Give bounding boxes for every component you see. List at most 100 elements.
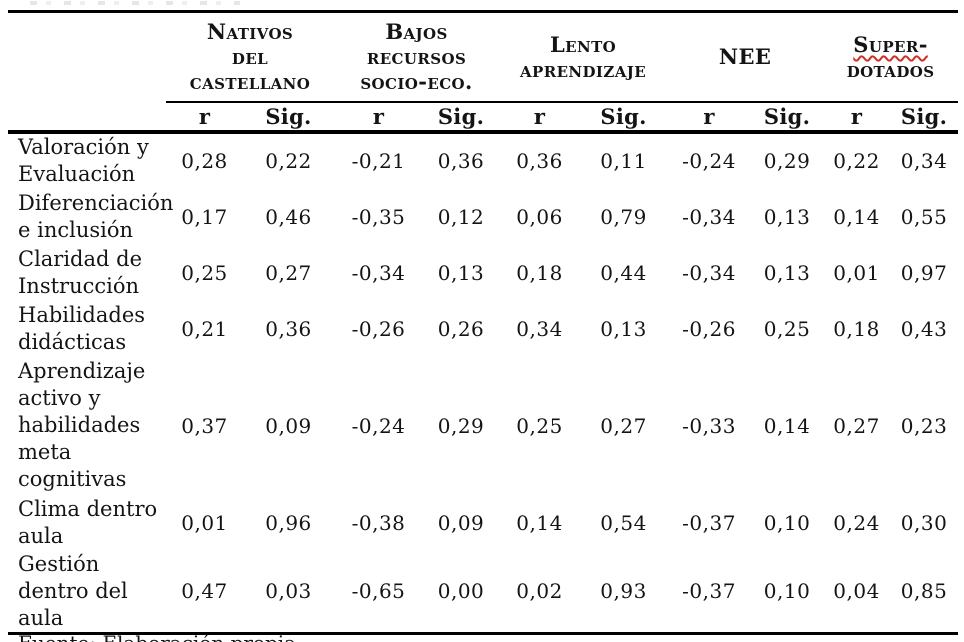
cell-value: 0,22 bbox=[265, 149, 312, 173]
group-label-line-misspelled: Super- bbox=[853, 31, 928, 57]
cell-value: 0,85 bbox=[890, 550, 959, 635]
cell-value: -0,37 bbox=[682, 510, 736, 535]
cell-value: 0,13 bbox=[437, 260, 485, 285]
subheader-row: r Sig. r Sig. r Sig. r Sig. r Sig. bbox=[8, 101, 959, 134]
cell-value: 0,11 bbox=[600, 149, 647, 173]
cell-value: -0,35 bbox=[351, 204, 406, 229]
cell-value: 0,03 bbox=[243, 550, 335, 635]
row-label: Diferenciación e inclusión bbox=[18, 190, 174, 242]
row-label: Gestión dentro del aula bbox=[8, 550, 166, 635]
cell-value: 0,04 bbox=[823, 550, 891, 635]
cell-value: 0,97 bbox=[900, 260, 948, 285]
column-group-nativos-castellano: Nativos del castellano bbox=[166, 11, 335, 103]
cell-value: 0,46 bbox=[265, 204, 312, 229]
column-group-lento-aprendizaje: Lento aprendizaje bbox=[499, 11, 668, 103]
cell-value: 0,29 bbox=[763, 149, 811, 173]
cell-value: 0,10 bbox=[751, 550, 824, 635]
cell-value: 0,02 bbox=[499, 550, 581, 635]
cell-value: 0,36 bbox=[437, 149, 485, 173]
column-group-superdotados: Super- dotados bbox=[823, 11, 959, 103]
cell-value: 0,43 bbox=[900, 316, 948, 341]
subheader-r: r bbox=[499, 101, 581, 134]
cell-value: -0,33 bbox=[682, 413, 736, 438]
cell-value: 0,22 bbox=[833, 149, 880, 173]
cell-value: 0,18 bbox=[833, 316, 880, 341]
cell-value: 0,24 bbox=[833, 510, 880, 535]
subheader-r: r bbox=[334, 101, 424, 134]
table-source-note: Fuente: Elaboración propia bbox=[18, 631, 296, 642]
cell-value: 0,44 bbox=[600, 260, 647, 285]
cell-value: -0,24 bbox=[351, 413, 406, 438]
cell-value: -0,24 bbox=[682, 149, 736, 173]
cell-value: 0,25 bbox=[516, 413, 563, 438]
subheader-sig: Sig. bbox=[580, 101, 668, 134]
cropped-text-remnant bbox=[30, 1, 240, 5]
correlation-table: Nativos del castellano Bajos recursos so… bbox=[8, 10, 959, 635]
cell-value: 0,14 bbox=[516, 510, 563, 535]
cell-value: -0,34 bbox=[351, 260, 406, 285]
group-label-line: castellano bbox=[189, 69, 311, 95]
cell-value: -0,26 bbox=[682, 316, 736, 341]
subheader-sig: Sig. bbox=[751, 101, 824, 134]
cell-value: 0,13 bbox=[763, 204, 811, 229]
cell-value: 0,13 bbox=[600, 316, 647, 341]
subheader-r: r bbox=[166, 101, 243, 134]
cell-value: 0,96 bbox=[265, 510, 312, 535]
cell-value: 0,14 bbox=[833, 204, 880, 229]
row-label: Aprendizaje activo y habilidades meta co… bbox=[18, 359, 146, 491]
cell-value: 0,14 bbox=[763, 413, 811, 438]
group-header-row: Nativos del castellano Bajos recursos so… bbox=[8, 11, 959, 134]
cell-value: 0,27 bbox=[833, 413, 880, 438]
subheader-sig: Sig. bbox=[423, 101, 500, 134]
cell-value: 0,01 bbox=[833, 260, 880, 285]
cell-value: -0,26 bbox=[351, 316, 406, 341]
column-group-bajos-recursos: Bajos recursos socio-eco. bbox=[334, 11, 500, 103]
cell-value: 0,25 bbox=[181, 260, 228, 285]
cell-value: 0,23 bbox=[900, 413, 948, 438]
cell-value: 0,34 bbox=[900, 149, 948, 173]
subheader-r: r bbox=[667, 101, 752, 134]
group-label-line: Nativos bbox=[206, 19, 294, 45]
cell-value: 0,54 bbox=[600, 510, 647, 535]
group-label-line: recursos bbox=[366, 44, 467, 70]
cell-value: -0,21 bbox=[351, 149, 406, 173]
corner-cell bbox=[8, 11, 166, 134]
row-label: Valoración y Evaluación bbox=[18, 135, 149, 186]
cell-value: 0,09 bbox=[265, 413, 312, 438]
cell-value: 0,37 bbox=[181, 413, 228, 438]
table-row: Clima dentro aula 0,01 0,96 -0,38 0,09 0… bbox=[8, 495, 958, 551]
cell-value: -0,38 bbox=[351, 510, 406, 535]
cell-value: 0,06 bbox=[516, 204, 563, 229]
row-label: Clima dentro aula bbox=[18, 496, 158, 548]
group-label-line: socio-eco. bbox=[360, 69, 473, 95]
table-row: Aprendizaje activo y habilidades meta co… bbox=[8, 357, 958, 495]
group-label-line: NEE bbox=[718, 44, 772, 70]
cell-value: 0,27 bbox=[600, 413, 647, 438]
cell-value: 0,55 bbox=[900, 204, 948, 229]
table-row: Diferenciación e inclusión 0,17 0,46 -0,… bbox=[8, 189, 958, 245]
table-row: Claridad de Instrucción 0,25 0,27 -0,34 … bbox=[8, 245, 958, 301]
cell-value: 0,09 bbox=[437, 510, 485, 535]
cell-value: 0,13 bbox=[763, 260, 811, 285]
table-row: Habilidades didácticas 0,21 0,36 -0,26 0… bbox=[8, 301, 958, 357]
subheader-r: r bbox=[823, 101, 891, 134]
cell-value: 0,36 bbox=[265, 316, 312, 341]
subheader-sig: Sig. bbox=[243, 101, 335, 134]
group-label-line: aprendizaje bbox=[520, 56, 647, 82]
table-row: Valoración y Evaluación 0,28 0,22 -0,21 … bbox=[8, 132, 958, 189]
cell-value: 0,47 bbox=[166, 550, 243, 635]
row-label: Habilidades didácticas bbox=[18, 302, 146, 354]
cell-value: -0,65 bbox=[334, 550, 424, 635]
row-label: Claridad de Instrucción bbox=[18, 246, 143, 298]
cell-value: 0,36 bbox=[516, 149, 563, 173]
column-group-nee: NEE bbox=[667, 11, 824, 103]
cell-value: 0,12 bbox=[437, 204, 485, 229]
cell-value: 0,10 bbox=[763, 510, 811, 535]
cell-value: 0,30 bbox=[900, 510, 948, 535]
cell-value: 0,29 bbox=[437, 413, 485, 438]
group-label-line: dotados bbox=[846, 56, 935, 82]
cell-value: 0,93 bbox=[580, 550, 668, 635]
cell-value: -0,34 bbox=[682, 260, 736, 285]
cell-value: 0,25 bbox=[763, 316, 811, 341]
cell-value: 0,28 bbox=[181, 149, 228, 173]
